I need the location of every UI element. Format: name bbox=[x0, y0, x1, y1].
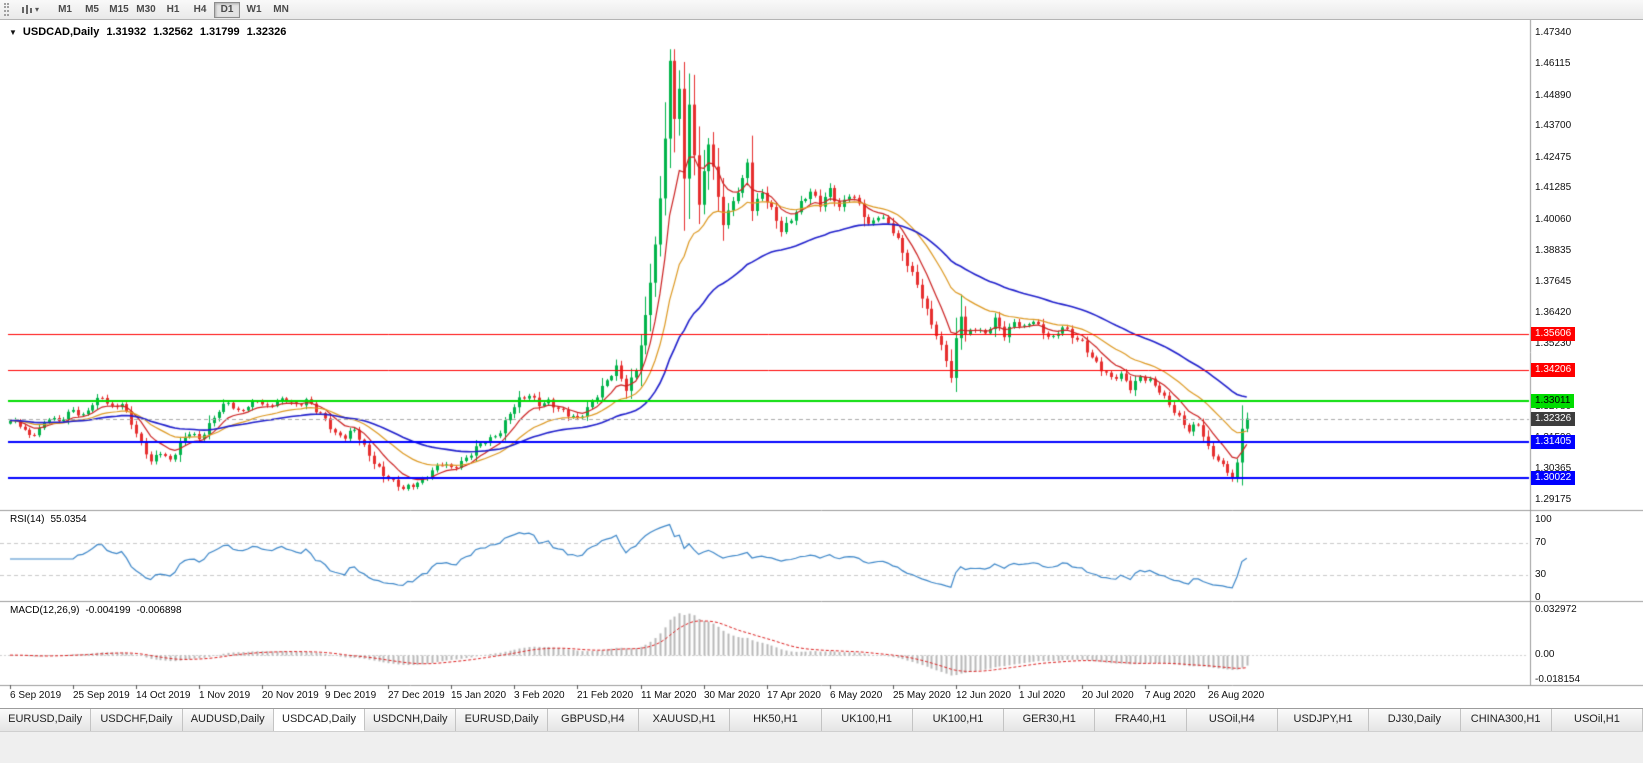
symbol-tab-hk50-h1[interactable]: HK50,H1 bbox=[730, 709, 822, 731]
date-axis-label: 26 Aug 2020 bbox=[1208, 690, 1265, 701]
hline-price-label: 1.35606 bbox=[1531, 327, 1576, 341]
price-axis-label: 1.35230 bbox=[1535, 338, 1572, 349]
timeframe-button-m30[interactable]: M30 bbox=[133, 2, 159, 18]
rsi-indicator-value: 55.0354 bbox=[50, 514, 87, 525]
date-axis-label: 11 Mar 2020 bbox=[641, 690, 697, 701]
symbol-tab-china300-h1[interactable]: CHINA300,H1 bbox=[1460, 709, 1552, 731]
date-axis-label: 1 Jul 2020 bbox=[1019, 690, 1066, 701]
date-axis-label: 6 May 2020 bbox=[830, 690, 883, 701]
date-axis-label: 3 Feb 2020 bbox=[514, 690, 565, 701]
date-axis-label: 9 Dec 2019 bbox=[325, 690, 377, 701]
price-axis-label: 1.40060 bbox=[1535, 214, 1572, 225]
date-axis-label: 12 Jun 2020 bbox=[956, 690, 1012, 701]
symbol-tab-xauusd-h1[interactable]: XAUUSD,H1 bbox=[638, 709, 731, 731]
ohlc-close: 1.32326 bbox=[246, 26, 287, 38]
macd-axis-label: 0.00 bbox=[1535, 649, 1555, 660]
rsi-indicator-name: RSI(14) bbox=[10, 514, 45, 525]
timeframe-button-m5[interactable]: M5 bbox=[79, 2, 105, 18]
date-axis-label: 17 Apr 2020 bbox=[767, 690, 821, 701]
symbol-menu-icon[interactable]: ▼ bbox=[9, 27, 17, 37]
price-axis-label: 1.41285 bbox=[1535, 182, 1572, 193]
ohlc-high: 1.32562 bbox=[153, 26, 193, 38]
timeframe-button-h4[interactable]: H4 bbox=[187, 2, 213, 18]
macd-axis-label: -0.018154 bbox=[1535, 674, 1581, 685]
date-axis-label: 6 Sep 2019 bbox=[10, 690, 62, 701]
chart-title: ▼ USDCAD,Daily 1.31932 1.32562 1.31799 1… bbox=[9, 26, 286, 38]
timeframe-button-group: M1 M5 M15 M30 H1 H4 D1 W1 MN bbox=[52, 1, 294, 18]
symbol-tab-usdjpy-h1[interactable]: USDJPY,H1 bbox=[1277, 709, 1370, 731]
hline-price-label: 1.34206 bbox=[1531, 363, 1576, 377]
macd-main-value: -0.004199 bbox=[85, 605, 131, 616]
symbol-tab-uk100-h1[interactable]: UK100,H1 bbox=[821, 709, 913, 731]
timeframe-button-w1[interactable]: W1 bbox=[241, 2, 267, 18]
symbol-tab-usdcad-daily[interactable]: USDCAD,Daily bbox=[273, 709, 366, 731]
symbol-tab-uk100-h1[interactable]: UK100,H1 bbox=[912, 709, 1005, 731]
date-axis-label: 21 Feb 2020 bbox=[577, 690, 634, 701]
symbol-tab-eurusd-daily[interactable]: EURUSD,Daily bbox=[0, 709, 92, 731]
symbol-tab-dj30-daily[interactable]: DJ30,Daily bbox=[1369, 709, 1461, 731]
hline-price-label: 1.30022 bbox=[1531, 471, 1576, 485]
symbol-tab-audusd-daily[interactable]: AUDUSD,Daily bbox=[182, 709, 274, 731]
price-axis-label: 1.38835 bbox=[1535, 245, 1572, 256]
date-axis-label: 30 Mar 2020 bbox=[704, 690, 761, 701]
rsi-axis-label: 100 bbox=[1535, 514, 1552, 525]
timeframe-button-d1[interactable]: D1 bbox=[214, 1, 241, 18]
toolbar-grip[interactable] bbox=[4, 3, 9, 16]
symbol-tab-usdchf-daily[interactable]: USDCHF,Daily bbox=[91, 709, 183, 731]
ohlc-open: 1.31932 bbox=[106, 26, 147, 38]
symbol-period-label: USDCAD,Daily bbox=[22, 26, 100, 38]
symbol-tab-usoil-h4[interactable]: USOil,H4 bbox=[1186, 709, 1278, 731]
symbol-tab-eurusd-daily[interactable]: EURUSD,Daily bbox=[456, 709, 548, 731]
chart-type-button[interactable]: ▾ bbox=[16, 2, 44, 18]
rsi-axis-label: 30 bbox=[1535, 569, 1547, 580]
symbol-tab-ger30-h1[interactable]: GER30,H1 bbox=[1004, 709, 1096, 731]
date-axis-label: 25 May 2020 bbox=[893, 690, 951, 701]
symbol-tab-usdcnh-daily[interactable]: USDCNH,Daily bbox=[365, 709, 457, 731]
price-axis-label: 1.44890 bbox=[1535, 90, 1572, 101]
rsi-axis-label: 0 bbox=[1535, 592, 1541, 603]
date-axis-label: 7 Aug 2020 bbox=[1145, 690, 1196, 701]
price-axis-label: 1.47340 bbox=[1535, 27, 1572, 38]
timeframe-button-m15[interactable]: M15 bbox=[106, 2, 132, 18]
macd-indicator-name: MACD(12,26,9) bbox=[10, 605, 80, 616]
macd-axis-label: 0.032972 bbox=[1535, 604, 1577, 615]
rsi-axis-label: 70 bbox=[1535, 537, 1547, 548]
date-axis-label: 20 Jul 2020 bbox=[1082, 690, 1134, 701]
price-axis-label: 1.46115 bbox=[1535, 58, 1571, 69]
status-strip bbox=[0, 731, 1643, 763]
hline-price-label: 1.33011 bbox=[1531, 394, 1575, 408]
chart-tab-bar: EURUSD,Daily USDCHF,Daily AUDUSD,Daily USDC… bbox=[0, 708, 1643, 731]
price-chart-canvas[interactable] bbox=[0, 20, 1643, 708]
symbol-tab-usoil-h1[interactable]: USOil,H1 bbox=[1551, 709, 1643, 731]
timeframe-button-m1[interactable]: M1 bbox=[52, 2, 78, 18]
date-axis-label: 14 Oct 2019 bbox=[136, 690, 191, 701]
price-axis-label: 1.30365 bbox=[1535, 463, 1572, 474]
current-price-label: 1.32326 bbox=[1531, 412, 1576, 426]
price-axis-label: 1.29175 bbox=[1535, 494, 1572, 505]
chart-window: ▼ USDCAD,Daily 1.31932 1.32562 1.31799 1… bbox=[0, 20, 1643, 708]
price-axis-label: 1.36420 bbox=[1535, 307, 1572, 318]
timeframe-toolbar: ▾ M1 M5 M15 M30 H1 H4 D1 W1 MN bbox=[0, 0, 1643, 20]
ohlc-low: 1.31799 bbox=[199, 26, 240, 38]
symbol-tab-fra40-h1[interactable]: FRA40,H1 bbox=[1095, 709, 1187, 731]
date-axis-label: 1 Nov 2019 bbox=[199, 690, 251, 701]
price-axis-label: 1.37645 bbox=[1535, 276, 1572, 287]
timeframe-button-h1[interactable]: H1 bbox=[160, 2, 186, 18]
timeframe-button-mn[interactable]: MN bbox=[268, 2, 294, 18]
symbol-tab-gbpusd-h4[interactable]: GBPUSD,H4 bbox=[547, 709, 639, 731]
hline-price-label: 1.31405 bbox=[1531, 435, 1576, 449]
macd-pane-label: MACD(12,26,9) -0.004199 -0.006898 bbox=[10, 605, 182, 616]
rsi-pane-label: RSI(14) 55.0354 bbox=[10, 514, 87, 525]
macd-signal-value: -0.006898 bbox=[136, 605, 182, 616]
date-axis-label: 15 Jan 2020 bbox=[451, 690, 507, 701]
date-axis-label: 27 Dec 2019 bbox=[388, 690, 445, 701]
mini-chart-icon bbox=[22, 4, 32, 14]
date-axis-label: 25 Sep 2019 bbox=[73, 690, 130, 701]
price-axis-label: 1.42475 bbox=[1535, 152, 1572, 163]
chevron-down-icon: ▾ bbox=[35, 5, 40, 14]
date-axis-label: 20 Nov 2019 bbox=[262, 690, 319, 701]
price-axis-label: 1.43700 bbox=[1535, 120, 1572, 131]
